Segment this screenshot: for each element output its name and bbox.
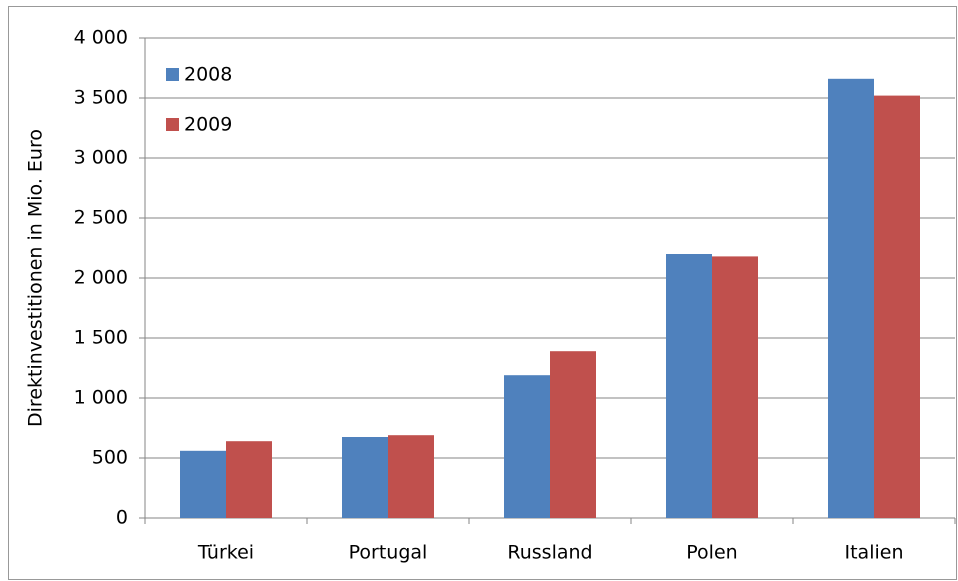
bar: [388, 435, 434, 518]
x-tick-label: Italien: [845, 542, 904, 564]
legend-swatch: [166, 68, 179, 81]
y-tick-label: 2 500: [74, 207, 128, 229]
y-tick-label: 3 000: [74, 147, 128, 169]
y-tick-label: 500: [92, 447, 128, 469]
bar: [712, 256, 758, 518]
x-tick-label: Russland: [507, 542, 592, 564]
legend-swatch: [166, 118, 179, 131]
bar: [550, 351, 596, 518]
x-tick-label: Polen: [686, 542, 737, 564]
y-tick-label: 2 000: [74, 267, 128, 289]
bar: [874, 95, 920, 518]
y-tick-label: 4 000: [74, 27, 128, 49]
bar: [504, 375, 550, 518]
y-tick-label: 1 500: [74, 327, 128, 349]
y-axis-title: Direktinvestitionen in Mio. Euro: [25, 129, 47, 427]
bar: [666, 254, 712, 518]
x-tick-label: Türkei: [197, 542, 254, 564]
x-tick-label: Portugal: [349, 542, 428, 564]
y-tick-label: 3 500: [74, 87, 128, 109]
y-tick-label: 0: [116, 507, 128, 529]
bar: [180, 450, 226, 518]
legend-label: 2008: [184, 64, 232, 86]
legend-label: 2009: [184, 114, 232, 136]
bar: [342, 437, 388, 518]
chart-frame: [8, 6, 957, 580]
bar: [828, 78, 874, 519]
bar: [226, 441, 272, 518]
y-tick-label: 1 000: [74, 387, 128, 409]
